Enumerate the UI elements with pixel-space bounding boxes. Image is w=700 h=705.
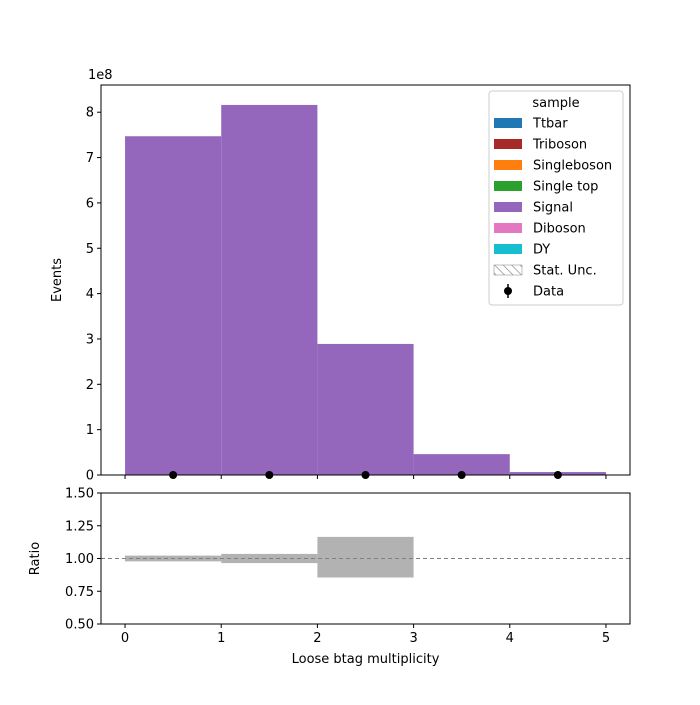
legend-label: Signal <box>533 201 573 216</box>
ratio-uncertainty-band <box>125 536 414 578</box>
legend-items: Ttbar Triboson Singleboson Single top Signal… <box>493 117 612 300</box>
x-tick-label: 5 <box>602 631 610 646</box>
legend-swatch <box>494 244 522 254</box>
y-tick-label: 6 <box>86 196 94 211</box>
legend-label: Triboson <box>532 138 587 153</box>
y-tick-label: 7 <box>86 151 94 166</box>
ratio-x-ticks: 0 1 2 3 4 5 <box>121 624 610 646</box>
bar-signal-bin-2 <box>317 343 414 475</box>
legend-label: Single top <box>533 180 598 195</box>
x-tick-label: 1 <box>217 631 225 646</box>
x-tick-label: 0 <box>121 631 129 646</box>
legend-label: Singleboson <box>533 159 612 174</box>
legend-swatch <box>494 139 522 149</box>
y-tick-label: 2 <box>86 378 94 393</box>
ratio-y-tick-label: 1.00 <box>65 552 94 567</box>
ratio-y-tick-label: 1.25 <box>65 519 94 534</box>
legend-label: Data <box>533 285 564 300</box>
legend-swatch <box>494 202 522 212</box>
ratio-band-bin-2 <box>317 536 414 578</box>
bar-signal-bin-3 <box>413 454 510 475</box>
x-tick-label: 3 <box>409 631 417 646</box>
x-axis-label: Loose btag multiplicity <box>292 652 440 667</box>
ratio-y-ticks: 0.50 0.75 1.00 1.25 1.50 <box>65 487 101 633</box>
y-tick-label: 8 <box>86 106 94 121</box>
legend-swatch <box>494 223 522 233</box>
legend-swatch <box>494 160 522 170</box>
main-y-ticks: 0 1 2 3 4 5 6 7 8 <box>86 106 101 484</box>
x-tick-label: 2 <box>313 631 321 646</box>
ratio-plot-panel: 0.50 0.75 1.00 1.25 1.50 0 1 2 3 4 5 Ratio Loose … <box>28 487 631 667</box>
y-tick-label: 4 <box>86 287 94 302</box>
legend-label: DY <box>533 243 550 258</box>
main-stacked-bars <box>125 104 606 475</box>
main-y-axis-label: Events <box>50 258 65 302</box>
legend-swatch-stat-unc <box>493 264 523 276</box>
main-x-ticks <box>124 475 607 479</box>
bar-signal-bin-1 <box>221 104 318 475</box>
legend-frame <box>488 90 624 306</box>
legend-label: Ttbar <box>532 117 568 132</box>
ratio-y-axis-label: Ratio <box>28 542 43 575</box>
legend-title: sample <box>532 96 579 111</box>
y-tick-label: 0 <box>86 469 94 484</box>
bar-signal-bin-0 <box>125 136 222 475</box>
y-tick-label: 3 <box>86 332 94 347</box>
legend-marker-data <box>504 287 512 295</box>
legend-label: Stat. Unc. <box>533 264 597 279</box>
ratio-y-tick-label: 1.50 <box>65 487 94 502</box>
y-tick-label: 5 <box>86 242 94 257</box>
x-tick-label: 4 <box>506 631 514 646</box>
main-plot-panel: 0 1 2 3 4 5 6 7 8 1e8 Events sample Ttbar Triboso… <box>50 68 631 484</box>
y-offset-label: 1e8 <box>88 68 113 83</box>
ratio-y-tick-label: 0.50 <box>65 618 94 633</box>
legend: sample Ttbar Triboson Singleboson Single to… <box>488 90 624 306</box>
legend-label: Diboson <box>533 222 586 237</box>
ratio-y-tick-label: 0.75 <box>65 585 94 600</box>
legend-swatch <box>494 181 522 191</box>
legend-swatch <box>494 118 522 128</box>
main-plot-frame <box>100 84 631 476</box>
y-tick-label: 1 <box>86 423 94 438</box>
